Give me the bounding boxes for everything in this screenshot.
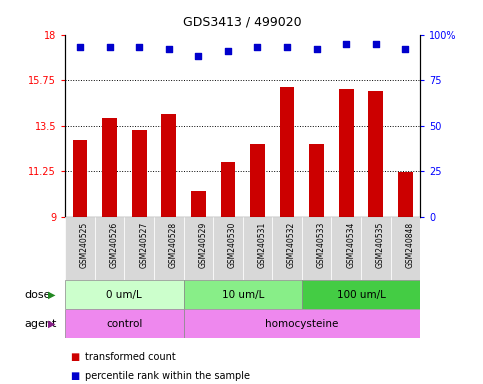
Bar <box>65 217 95 280</box>
Bar <box>132 130 146 217</box>
Text: GDS3413 / 499020: GDS3413 / 499020 <box>184 15 302 28</box>
Bar <box>161 114 176 217</box>
Bar <box>95 217 125 280</box>
Bar <box>184 280 302 309</box>
Text: GSM240848: GSM240848 <box>405 222 414 268</box>
Bar <box>184 217 213 280</box>
Text: agent: agent <box>24 318 57 329</box>
Point <box>342 41 350 47</box>
Point <box>224 48 232 54</box>
Bar <box>361 217 391 280</box>
Text: dose: dose <box>24 290 51 300</box>
Bar <box>280 87 295 217</box>
Point <box>313 46 321 52</box>
Text: ▶: ▶ <box>48 318 56 329</box>
Point <box>106 44 114 50</box>
Text: GSM240532: GSM240532 <box>287 222 296 268</box>
Text: ■: ■ <box>70 352 79 362</box>
Point <box>372 41 380 47</box>
Text: transformed count: transformed count <box>85 352 175 362</box>
Text: 10 um/L: 10 um/L <box>222 290 264 300</box>
Text: GSM240526: GSM240526 <box>110 222 119 268</box>
Bar <box>125 217 154 280</box>
Bar <box>339 89 354 217</box>
Point <box>401 46 409 52</box>
Text: GSM240533: GSM240533 <box>317 222 326 268</box>
Bar <box>242 217 272 280</box>
Text: GSM240534: GSM240534 <box>346 222 355 268</box>
Point <box>254 44 261 50</box>
Text: GSM240527: GSM240527 <box>139 222 148 268</box>
Text: GSM240530: GSM240530 <box>228 222 237 268</box>
Point <box>283 44 291 50</box>
Bar <box>191 190 206 217</box>
Text: GSM240529: GSM240529 <box>199 222 207 268</box>
Bar <box>302 280 420 309</box>
Bar <box>154 217 184 280</box>
Point <box>165 46 172 52</box>
Bar <box>65 309 184 338</box>
Bar <box>250 144 265 217</box>
Bar <box>331 217 361 280</box>
Text: GSM240535: GSM240535 <box>376 222 385 268</box>
Point <box>135 44 143 50</box>
Point <box>76 44 84 50</box>
Bar <box>369 91 383 217</box>
Bar <box>102 118 117 217</box>
Text: ■: ■ <box>70 371 79 381</box>
Bar <box>272 217 302 280</box>
Text: percentile rank within the sample: percentile rank within the sample <box>85 371 250 381</box>
Text: GSM240528: GSM240528 <box>169 222 178 268</box>
Text: ▶: ▶ <box>48 290 56 300</box>
Text: 0 um/L: 0 um/L <box>106 290 142 300</box>
Bar <box>184 309 420 338</box>
Bar <box>309 144 324 217</box>
Bar <box>72 140 87 217</box>
Bar <box>221 162 235 217</box>
Bar <box>213 217 242 280</box>
Text: GSM240525: GSM240525 <box>80 222 89 268</box>
Bar <box>398 172 413 217</box>
Bar <box>302 217 331 280</box>
Bar <box>65 280 184 309</box>
Text: control: control <box>106 318 142 329</box>
Point <box>195 53 202 60</box>
Bar <box>391 217 420 280</box>
Text: 100 um/L: 100 um/L <box>337 290 385 300</box>
Text: homocysteine: homocysteine <box>265 318 339 329</box>
Text: GSM240531: GSM240531 <box>257 222 267 268</box>
